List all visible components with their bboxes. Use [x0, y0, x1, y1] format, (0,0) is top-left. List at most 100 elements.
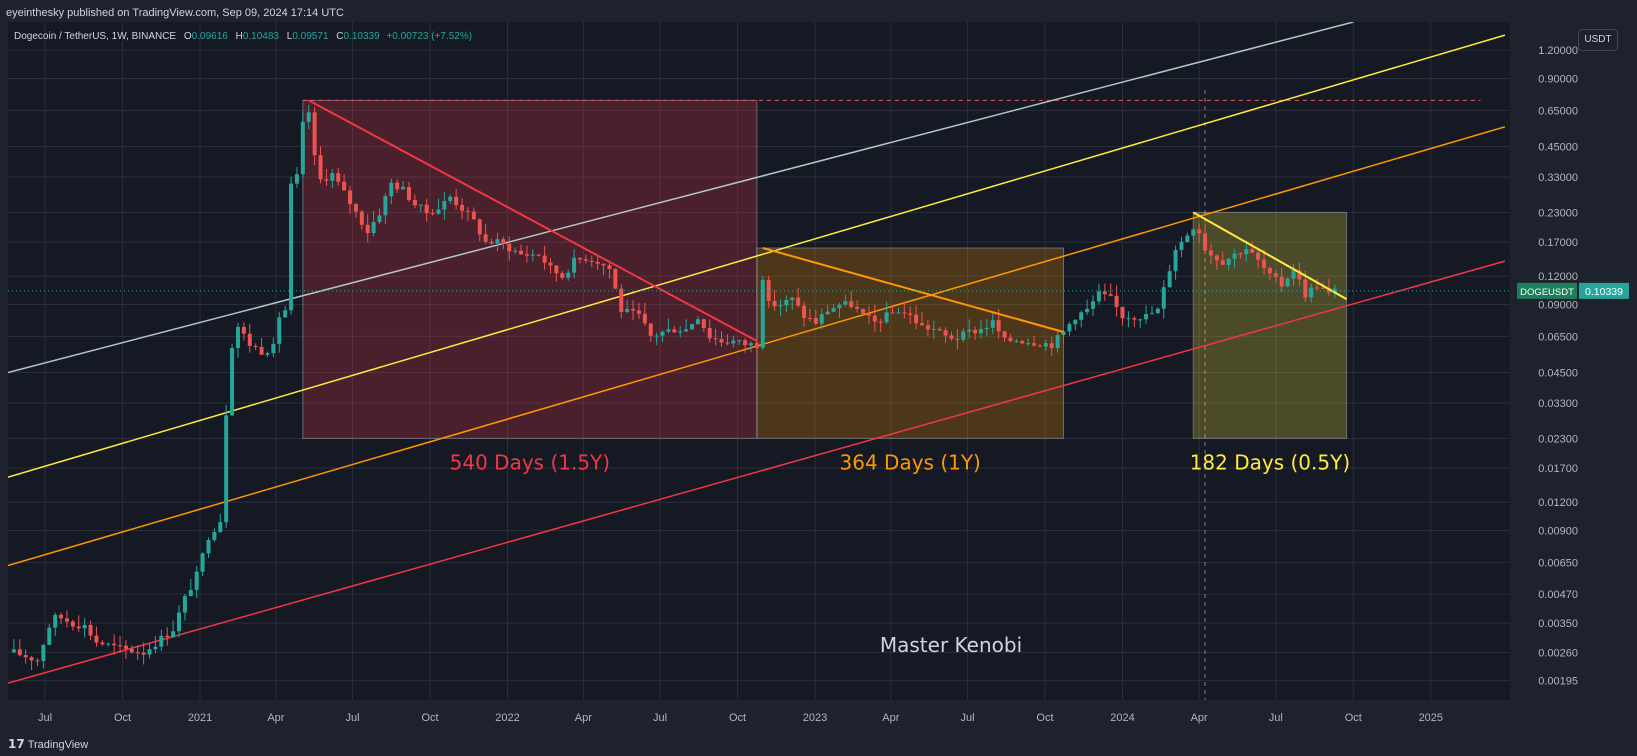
candle-body: [1256, 252, 1261, 260]
currency-button[interactable]: USDT: [1578, 29, 1618, 51]
candle-body: [206, 540, 211, 554]
y-tick-label: 0.00900: [1538, 525, 1578, 537]
candle-body: [106, 643, 111, 645]
candle-body: [784, 299, 789, 306]
candle-body: [336, 173, 341, 182]
candle-body: [70, 621, 75, 627]
candle-body: [1055, 335, 1060, 349]
candle-body: [1132, 318, 1137, 320]
candle-body: [59, 614, 64, 619]
candle-body: [1244, 249, 1249, 255]
y-tick-label: 0.00260: [1538, 647, 1578, 659]
candle-body: [224, 415, 229, 523]
candle-body: [389, 182, 394, 197]
candle-body: [636, 310, 641, 314]
y-tick-label: 0.00470: [1538, 589, 1578, 601]
channel-line-red: [8, 260, 1506, 684]
candle-body: [47, 627, 52, 645]
candle-body: [194, 571, 199, 590]
tradingview-brand: TradingView: [27, 739, 89, 751]
candle-body: [589, 260, 594, 262]
x-tick-label: Apr: [1191, 712, 1208, 724]
zone-duration-label: 182 Days (0.5Y): [1190, 450, 1350, 474]
candle-body: [1161, 287, 1166, 309]
change-value: +0.00723 (+7.52%): [386, 31, 473, 42]
symbol-legend: Dogecoin / TetherUS, 1W, BINANCE O0.0961…: [14, 31, 472, 42]
x-tick-label: Oct: [1036, 712, 1053, 724]
candle-body: [129, 648, 134, 653]
candle-body: [536, 254, 541, 256]
candle-body: [961, 331, 966, 340]
candle-body: [990, 320, 995, 328]
candle-body: [554, 265, 559, 274]
candle-body: [501, 239, 506, 244]
x-tick-label: Jul: [960, 712, 974, 724]
candle-body: [519, 250, 524, 255]
candle-body: [625, 308, 630, 313]
candle-body: [607, 265, 612, 269]
candle-body: [984, 327, 989, 330]
candle-body: [1173, 249, 1178, 272]
candle-body: [477, 219, 482, 235]
candle-body: [572, 257, 577, 273]
x-tick-label: Oct: [421, 712, 438, 724]
candle-body: [171, 631, 176, 638]
candle-body: [1220, 260, 1225, 265]
candle-body: [471, 211, 476, 220]
candle-body: [200, 553, 205, 572]
candle-body: [465, 210, 470, 212]
candle-body: [177, 612, 182, 632]
candle-body: [1002, 331, 1007, 338]
candle-body: [1262, 259, 1267, 268]
candle-body: [884, 312, 889, 323]
price-tag-bg: [1579, 282, 1629, 299]
candle-body: [365, 224, 370, 233]
zone-duration-label: 364 Days (1Y): [840, 450, 981, 474]
close-label: C: [336, 31, 344, 42]
candle-body: [277, 317, 282, 344]
candle-body: [1167, 271, 1172, 288]
candle-body: [949, 335, 954, 339]
candle-body: [1014, 340, 1019, 342]
channel-line-yellow: [8, 34, 1506, 478]
candle-body: [560, 273, 565, 278]
candle-body: [1226, 258, 1231, 265]
candle-body: [631, 308, 636, 311]
candle-body: [1149, 313, 1154, 315]
x-tick-label: Oct: [114, 712, 131, 724]
candle-body: [1026, 343, 1031, 345]
candle-body: [690, 324, 695, 330]
candle-body: [1279, 276, 1284, 287]
candle-body: [300, 121, 305, 175]
symbol-name[interactable]: Dogecoin / TetherUS, 1W, BINANCE: [14, 31, 177, 42]
last-price-tag: DOGEUSDT 0.10339: [1517, 282, 1629, 299]
candle-body: [825, 311, 830, 315]
candle-body: [807, 318, 812, 320]
candle-body: [424, 204, 429, 214]
candle-body: [1061, 331, 1066, 336]
candle-body: [123, 645, 128, 649]
high-label: H: [235, 31, 243, 42]
candle-body: [967, 329, 972, 332]
candle-body: [253, 345, 258, 347]
candle-body: [548, 262, 553, 266]
candle-body: [1114, 295, 1119, 307]
candle-body: [1315, 287, 1320, 289]
x-tick-label: Jul: [1269, 712, 1283, 724]
candle-body: [849, 301, 854, 307]
x-tick-label: Apr: [882, 712, 899, 724]
candle-body: [235, 326, 240, 348]
candle-body: [29, 657, 34, 661]
candle-body: [902, 312, 907, 314]
candle-body: [672, 329, 677, 333]
candle-body: [460, 204, 465, 211]
time-zone-box: [1192, 211, 1348, 439]
y-tick-label: 0.01200: [1538, 497, 1578, 509]
y-tick-label: 0.33000: [1538, 172, 1578, 184]
candle-body: [259, 346, 264, 355]
candle-body: [1191, 229, 1196, 236]
candle-body: [294, 174, 299, 184]
candle-body: [82, 624, 87, 629]
candle-body: [1037, 345, 1042, 347]
